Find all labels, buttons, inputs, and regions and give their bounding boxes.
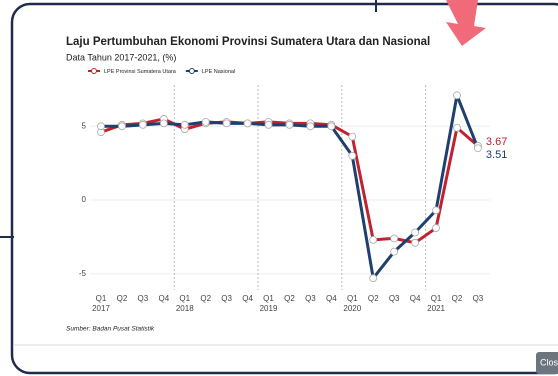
x-tick-label: Q2 xyxy=(200,294,211,303)
legend-label: LPE Provinsi Sumatera Utara xyxy=(104,69,177,75)
y-tick-label: -5 xyxy=(79,269,87,278)
data-point xyxy=(222,119,231,128)
x-tick-label: Q3 xyxy=(221,294,232,303)
plot: -5 0 5 Q1 Q2 Q3 Q4 Q1 Q2 Q3 Q4 Q1 Q2 Q3 Q4 Q1 Q2 Q3 Q4 Q1 Q2… xyxy=(79,68,507,313)
y-tick-label: 5 xyxy=(82,121,87,130)
x-tick-label: Q2 xyxy=(452,294,463,303)
x-tick-label: Q1 xyxy=(431,294,442,303)
legend-label: LPE Nasional xyxy=(202,69,235,75)
data-point xyxy=(390,234,399,243)
x-tick-label: Q4 xyxy=(242,294,253,303)
data-point xyxy=(369,274,378,283)
data-point xyxy=(369,235,378,244)
data-point xyxy=(159,119,168,128)
pointer-arrow xyxy=(446,0,486,46)
end-label: 3.67 xyxy=(486,136,507,148)
y-tick-label: 0 xyxy=(82,195,87,204)
x-tick-label: Q3 xyxy=(473,294,484,303)
x-group-label: 2021 xyxy=(427,304,445,313)
legend-marker xyxy=(188,68,195,74)
data-point xyxy=(453,123,461,132)
x-group-label: 2017 xyxy=(92,304,110,313)
data-point xyxy=(390,247,399,256)
data-point xyxy=(264,120,273,129)
x-tick-label: Q4 xyxy=(158,294,169,303)
data-point xyxy=(348,132,357,141)
data-point xyxy=(97,122,105,131)
x-tick-label: Q1 xyxy=(347,294,358,303)
data-point xyxy=(285,120,294,129)
data-point xyxy=(453,91,461,100)
data-point xyxy=(118,122,126,131)
x-tick-label: Q4 xyxy=(326,294,337,303)
chart-title: Laju Pertumbuhan Ekonomi Provinsi Sumate… xyxy=(66,36,430,48)
data-point xyxy=(306,122,315,131)
x-tick-label: Q1 xyxy=(96,294,107,303)
x-group-label: 2020 xyxy=(343,304,361,313)
data-point xyxy=(411,228,420,237)
x-tick-label: Q1 xyxy=(263,294,274,303)
plot-background xyxy=(90,85,490,290)
legend-marker xyxy=(91,68,97,74)
x-tick-label: Q2 xyxy=(368,294,379,303)
chart-subtitle: Data Tahun 2017-2021, (%) xyxy=(66,52,176,62)
data-point xyxy=(432,206,440,215)
data-point xyxy=(348,151,357,160)
data-point xyxy=(411,238,420,247)
end-label: 3.51 xyxy=(486,149,507,161)
close-button[interactable] xyxy=(536,352,558,374)
x-group-label: 2018 xyxy=(176,304,194,313)
data-point xyxy=(327,122,336,131)
x-tick-label: Q4 xyxy=(410,294,421,303)
close-button-label[interactable]: Close xyxy=(540,357,558,367)
data-point xyxy=(201,117,210,126)
x-tick-label: Q1 xyxy=(179,294,190,303)
x-tick-label: Q3 xyxy=(305,294,316,303)
x-tick-label: Q3 xyxy=(138,294,149,303)
data-point xyxy=(138,120,147,129)
data-point xyxy=(180,120,189,129)
data-point xyxy=(432,224,440,232)
chart-source: Sumber: Badan Pusat Statistik xyxy=(66,326,155,333)
x-tick-label: Q3 xyxy=(389,294,400,303)
x-tick-label: Q2 xyxy=(117,294,128,303)
x-tick-label: Q2 xyxy=(284,294,295,303)
data-point xyxy=(474,144,482,153)
x-group-label: 2019 xyxy=(260,304,278,313)
data-point xyxy=(243,119,252,128)
